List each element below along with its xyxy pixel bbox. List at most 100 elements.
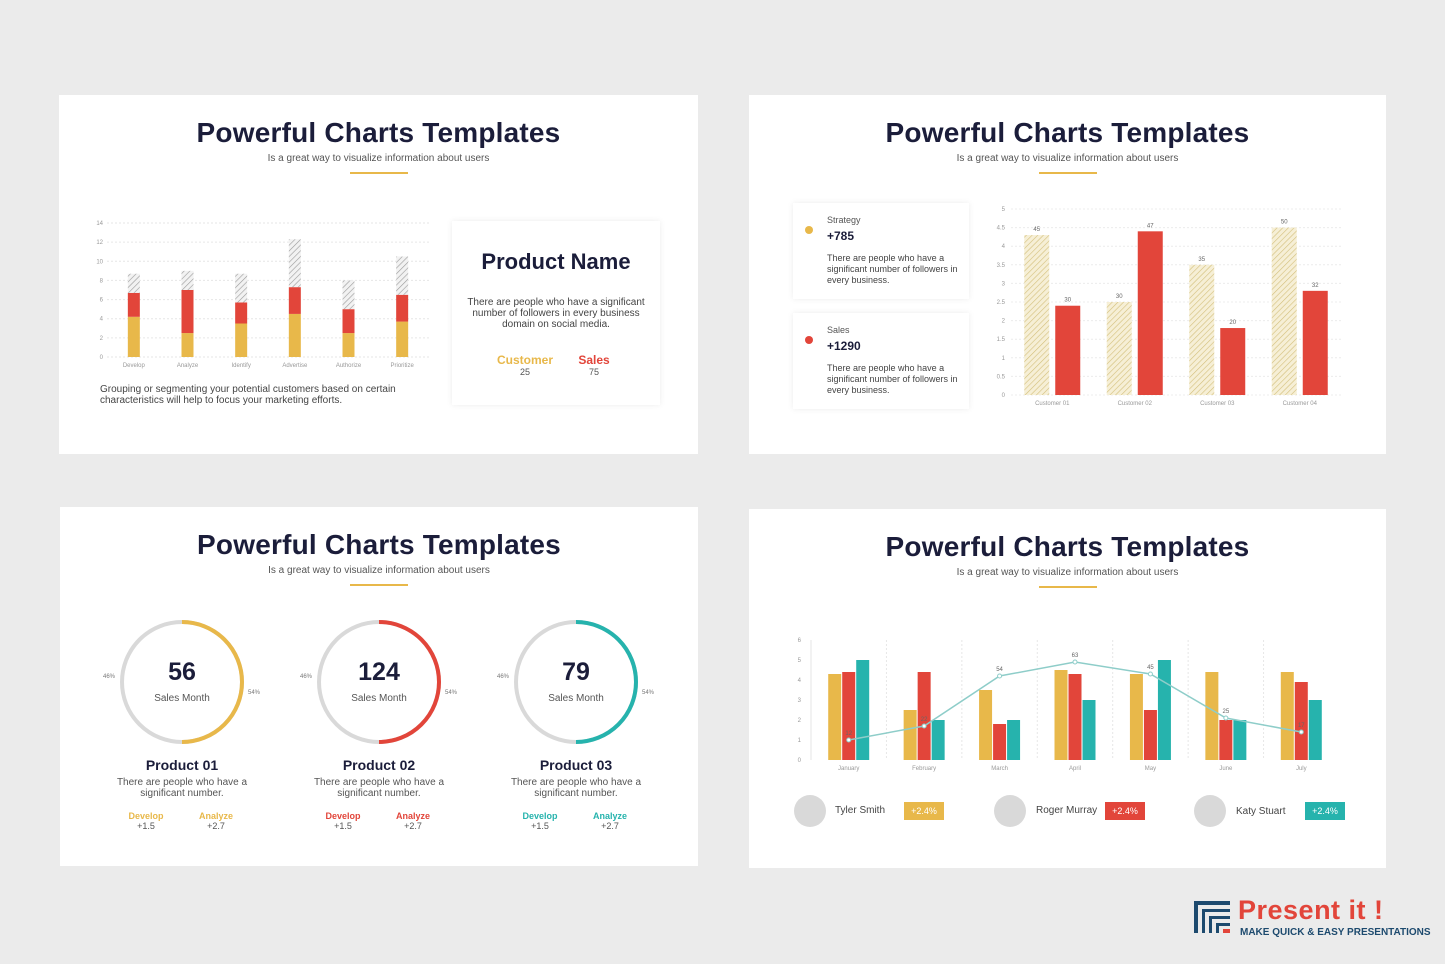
title-underline <box>349 172 408 174</box>
change-badge: +2.4% <box>904 802 944 820</box>
x-tick-label: Customer 04 <box>1283 401 1318 407</box>
x-tick-label: June <box>1219 766 1233 772</box>
x-tick-label: Develop <box>123 363 146 369</box>
bar <box>1137 231 1163 395</box>
y-tick-label: 6 <box>100 298 104 304</box>
y-tick-label: 8 <box>100 278 104 284</box>
x-tick-label: Authorize <box>336 363 362 369</box>
bar <box>1157 660 1171 760</box>
y-tick-label: 4 <box>798 678 802 684</box>
bar <box>1106 302 1132 395</box>
y-tick-label: 0 <box>100 355 104 361</box>
customer-metric: Customer 25 <box>490 353 560 377</box>
data-label: 45 <box>1033 227 1040 233</box>
sales-label: Sales <box>578 353 610 367</box>
x-tick-label: July <box>1296 766 1307 772</box>
y-tick-label: 2 <box>100 336 104 342</box>
bar <box>903 710 917 760</box>
product-title: Product 03 <box>539 757 613 773</box>
line-point <box>997 673 1003 679</box>
y-tick-label: 0 <box>1002 393 1006 399</box>
bar-segment <box>342 309 355 334</box>
stat-value: +1290 <box>827 339 861 353</box>
ring-gauge <box>514 620 638 744</box>
y-tick-label: 2 <box>798 718 802 724</box>
bar <box>1308 700 1322 760</box>
bar <box>1220 328 1246 395</box>
customer-value: 25 <box>519 367 530 377</box>
line-point <box>1298 729 1304 735</box>
ring-value: 56 <box>168 658 196 686</box>
x-tick-label: Prioritize <box>390 363 414 369</box>
slide-title: Powerful Charts Templates <box>196 117 561 148</box>
slide-subtitle: Is a great way to visualize information … <box>956 153 1179 164</box>
strategy-dot <box>805 226 813 234</box>
product-card: Product Name There are people who have a… <box>452 221 660 405</box>
bar <box>856 660 870 760</box>
stat-description: There are people who have a significant … <box>827 363 958 395</box>
bar-segment <box>235 323 248 357</box>
metric-label: Analyze <box>198 811 233 821</box>
avatar <box>994 795 1026 827</box>
bar-segment <box>127 292 140 317</box>
metric-label: Analyze <box>395 811 430 821</box>
line-label: 45 <box>1147 665 1154 671</box>
logo-tagline: MAKE QUICK & EASY PRESENTATIONS <box>1240 927 1431 938</box>
ring-unit: Sales Month <box>154 693 210 704</box>
bar <box>1082 700 1096 760</box>
analyze-metric: Analyze +2.7 <box>383 811 443 831</box>
line-label: 63 <box>1072 653 1079 659</box>
logo-name: Present it ! <box>1238 895 1384 925</box>
y-tick-label: 3 <box>1002 281 1006 287</box>
bar <box>1007 720 1021 760</box>
y-tick-label: 10 <box>96 259 103 265</box>
x-tick-label: Identify <box>231 363 250 369</box>
y-tick-label: 1 <box>1002 356 1006 362</box>
right-percent: 54% <box>445 690 458 696</box>
x-tick-label: January <box>838 766 859 772</box>
product-description: There are people who have a significant … <box>313 777 445 799</box>
data-label: 20 <box>1229 320 1236 326</box>
person-name: Tyler Smith <box>835 805 886 816</box>
stat-description: There are people who have a significant … <box>827 253 958 285</box>
metric-value: +2.7 <box>207 821 225 831</box>
product-description: There are people who have a significant … <box>116 777 248 799</box>
bar-segment <box>127 273 140 293</box>
bar <box>1205 672 1219 760</box>
bar-segment <box>288 313 301 357</box>
person-name: Katy Stuart <box>1236 806 1286 817</box>
line-point <box>1072 659 1078 665</box>
data-label: 30 <box>1116 294 1123 300</box>
ring-unit: Sales Month <box>351 693 407 704</box>
ring-value: 124 <box>358 658 400 686</box>
bar <box>1024 235 1050 395</box>
line-label: 25 <box>1223 709 1230 715</box>
title-underline <box>1038 172 1097 174</box>
bar <box>1189 264 1215 395</box>
analyze-metric: Analyze +2.7 <box>580 811 640 831</box>
product-02-ring: 124 Sales Month 46% 54% <box>300 612 457 752</box>
bar <box>1055 305 1081 395</box>
data-label: 32 <box>1312 283 1319 289</box>
metric-value: +1.5 <box>334 821 352 831</box>
bar <box>1054 670 1068 760</box>
stat-card-sales: Sales +1290 There are people who have a … <box>793 313 969 409</box>
avatar <box>1194 795 1226 827</box>
change-badge: +2.4% <box>1305 802 1345 820</box>
x-tick-label: April <box>1069 766 1081 772</box>
title-underline <box>350 584 408 586</box>
y-tick-label: 3.5 <box>997 263 1006 269</box>
y-tick-label: 1 <box>798 738 802 744</box>
bar-segment <box>235 273 248 303</box>
slide-title: Powerful Charts Templates <box>885 117 1250 148</box>
stat-label: Strategy <box>827 215 861 225</box>
bar-segment <box>181 333 194 357</box>
bar-segment <box>181 270 194 290</box>
metric-label: Develop <box>325 811 361 821</box>
change-badge: +2.4% <box>1105 802 1145 820</box>
left-percent: 46% <box>103 674 116 680</box>
chart-caption: Grouping or segmenting your potential cu… <box>100 384 396 406</box>
line-point <box>1223 715 1229 721</box>
bar-segment <box>127 316 140 357</box>
